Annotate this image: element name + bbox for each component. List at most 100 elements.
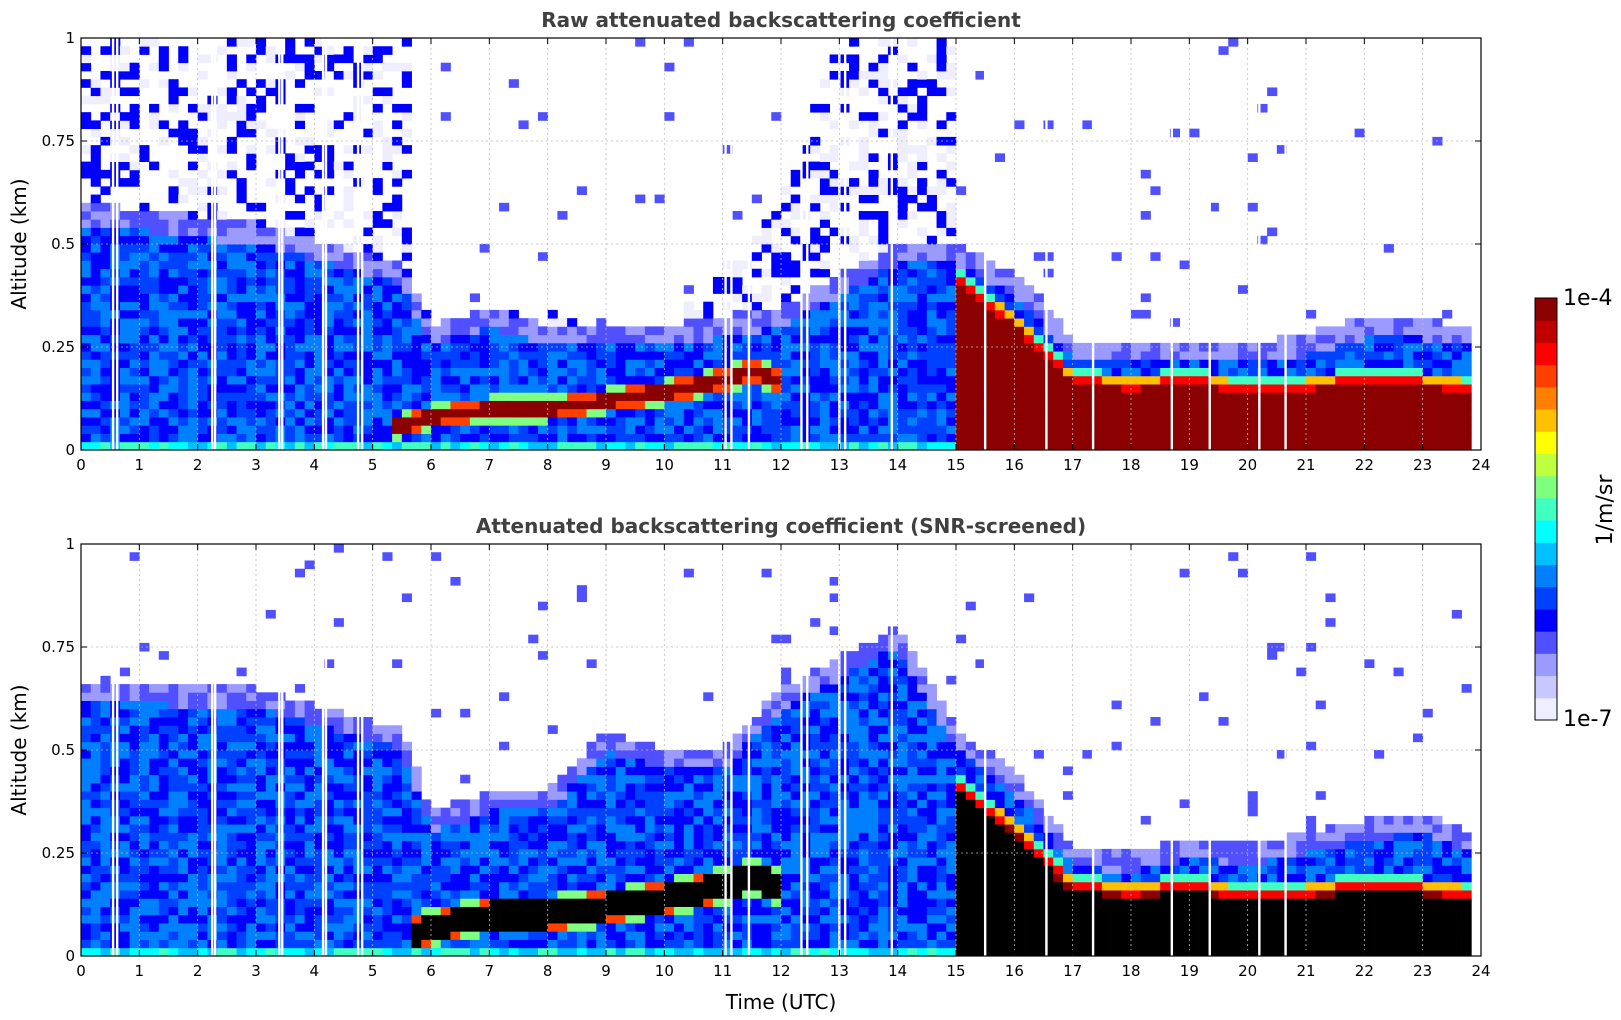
heatmap-cell (217, 46, 228, 55)
heatmap-cell (333, 865, 344, 874)
heatmap-cell (187, 293, 199, 303)
heatmap-cell (304, 392, 315, 401)
heatmap-cell (547, 400, 558, 410)
heatmap-cell (751, 309, 762, 319)
heatmap-cell (217, 873, 228, 883)
heatmap-cell (1199, 408, 1210, 418)
heatmap-cell (878, 359, 889, 368)
heatmap-cell (479, 914, 490, 924)
heatmap-cell (1014, 425, 1025, 434)
heatmap-cell (149, 692, 160, 701)
heatmap-cell (236, 692, 247, 701)
heatmap-cell (1092, 400, 1103, 410)
heatmap-cell (149, 301, 160, 311)
heatmap-cell (372, 128, 383, 138)
heatmap-cell (431, 890, 442, 899)
heatmap-cell (324, 244, 335, 253)
heatmap-cell (372, 799, 383, 809)
x-tick-label: 4 (310, 456, 320, 474)
heatmap-cell (781, 260, 792, 270)
heatmap-cell (343, 375, 354, 385)
heatmap-cell (1111, 417, 1122, 426)
heatmap-cell (664, 326, 675, 336)
heatmap-cell (304, 293, 315, 303)
heatmap-cell (1208, 392, 1219, 401)
heatmap-cell (314, 906, 325, 916)
heatmap-cell (217, 334, 228, 344)
heatmap-cell (479, 425, 490, 434)
heatmap-cell (907, 211, 918, 220)
heatmap-cell (917, 202, 928, 212)
heatmap-cell (119, 725, 131, 734)
heatmap-cell (956, 285, 967, 294)
heatmap-cell (1403, 359, 1414, 368)
heatmap-cell (450, 890, 461, 899)
heatmap-cell (868, 367, 879, 377)
heatmap-cell (761, 367, 772, 377)
heatmap-cell (168, 741, 179, 751)
heatmap-cell (119, 425, 131, 434)
heatmap-cell (236, 38, 247, 47)
heatmap-cell (168, 392, 179, 401)
heatmap-cell (1199, 342, 1210, 352)
heatmap-cell (878, 301, 889, 311)
heatmap-cell (382, 433, 393, 443)
heatmap-cell (401, 293, 412, 303)
heatmap-cell (440, 824, 451, 833)
heatmap-cell (469, 807, 481, 817)
heatmap-cell (129, 865, 140, 874)
heatmap-cell (401, 244, 412, 253)
heatmap-cell (469, 947, 481, 957)
heatmap-cell (926, 276, 937, 286)
heatmap-cell (90, 782, 101, 792)
heatmap-cell (110, 848, 121, 858)
heatmap-cell (897, 392, 908, 401)
heatmap-cell (1286, 384, 1297, 393)
heatmap-cell (537, 359, 549, 368)
heatmap-cell (324, 848, 335, 858)
heatmap-cell (868, 235, 879, 245)
heatmap-cell (985, 417, 996, 426)
heatmap-cell (81, 334, 92, 344)
heatmap-cell (1325, 392, 1336, 401)
heatmap-cell (965, 301, 976, 311)
heatmap-cell (256, 708, 267, 718)
heatmap-cell (1033, 318, 1044, 327)
heatmap-cell (285, 906, 296, 916)
heatmap-cell (110, 301, 121, 311)
heatmap-cell (81, 692, 92, 701)
heatmap-cell (256, 301, 267, 311)
heatmap-cell (800, 309, 811, 319)
heatmap-cell (265, 375, 276, 385)
heatmap-cell (1033, 301, 1044, 311)
heatmap-cell (81, 227, 92, 237)
heatmap-cell (499, 425, 510, 434)
heatmap-cell (1199, 441, 1210, 451)
heatmap-cell (178, 708, 189, 718)
heatmap-cell (742, 417, 753, 426)
heatmap-cell (139, 153, 150, 162)
heatmap-cell (168, 782, 179, 792)
heatmap-cell (1092, 367, 1103, 377)
heatmap-cell (1296, 334, 1307, 344)
heatmap-cell (294, 717, 306, 726)
heatmap-cell (1354, 433, 1365, 443)
heatmap-cell (557, 417, 568, 426)
heatmap-cell (596, 334, 607, 344)
heatmap-cell (1082, 384, 1093, 393)
heatmap-cell (878, 38, 889, 47)
heatmap-cell (314, 367, 325, 377)
heatmap-cell (217, 791, 228, 800)
heatmap-cell (119, 252, 131, 261)
heatmap-cell (382, 441, 393, 451)
heatmap-cell (285, 766, 296, 776)
heatmap-cell (294, 741, 306, 751)
heatmap-cell (265, 609, 276, 619)
heatmap-cell (917, 318, 928, 327)
heatmap-cell (790, 367, 801, 377)
heatmap-cell (917, 400, 928, 410)
heatmap-cell (285, 318, 296, 327)
heatmap-cell (781, 441, 792, 451)
heatmap-cell (431, 865, 442, 874)
heatmap-cell (421, 873, 432, 883)
